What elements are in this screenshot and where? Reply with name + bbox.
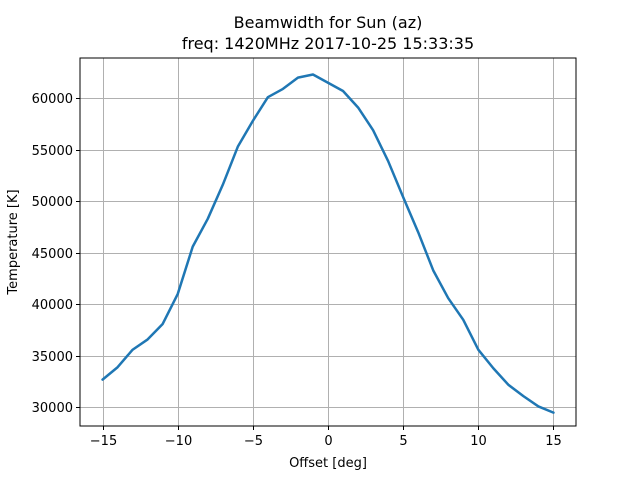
x-axis-label: Offset [deg] (289, 456, 367, 471)
chart-title: Beamwidth for Sun (az) (234, 13, 423, 32)
y-axis-label: Temperature [K] (6, 189, 21, 295)
x-tick-label: 0 (324, 434, 332, 449)
x-tick-label: 5 (399, 434, 407, 449)
y-tick-label: 50000 (32, 195, 73, 210)
y-tick-label: 40000 (32, 298, 73, 313)
axis-ticks: −15 −10 −5 0 5 10 15 30000 35000 40000 45000 50000 5… (32, 92, 562, 449)
x-tick-label: −15 (90, 434, 117, 449)
y-tick-label: 30000 (32, 401, 73, 416)
axes-frame (79, 57, 577, 427)
chart-subtitle: freq: 1420MHz 2017-10-25 15:33:35 (182, 34, 474, 53)
y-tick-label: 35000 (32, 350, 73, 365)
y-tick-label: 60000 (32, 92, 73, 107)
series-line-0 (101, 73, 555, 414)
x-tick-label: −10 (165, 434, 192, 449)
y-tick-label: 45000 (32, 247, 73, 262)
x-tick-label: 10 (470, 434, 487, 449)
y-tick-label: 55000 (32, 144, 73, 159)
series-layer (101, 73, 555, 414)
x-tick-label: 15 (545, 434, 562, 449)
x-tick-label: −5 (244, 434, 263, 449)
